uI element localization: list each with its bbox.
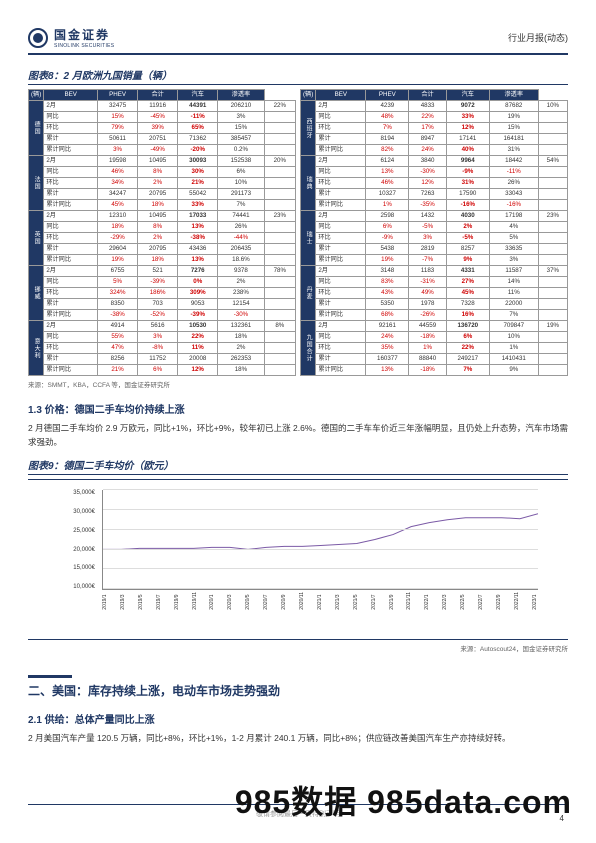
source-fig9: 来源：Autoscout24，国金证券研究所 — [28, 643, 568, 653]
tables-wrapper: (辆)BEVPHEV合计汽车渗透率德国2月3247511916443912062… — [28, 89, 568, 376]
figure9-title: 图表9：德国二手车均价（欧元） — [28, 457, 568, 475]
page-header: 国金证券 SINOLINK SECURITIES 行业月报(动态) — [28, 26, 568, 55]
section-2-1-heading: 2.1 供给：总体产量同比上涨 — [28, 711, 568, 726]
chart-container: 10,000€15,000€20,000€25,000€30,000€35,00… — [28, 479, 568, 640]
chart-plot — [102, 490, 538, 590]
table-left: (辆)BEVPHEV合计汽车渗透率德国2月3247511916443912062… — [28, 89, 296, 376]
section-divider-bar — [28, 675, 72, 678]
table-right: (辆)BEVPHEV合计汽车渗透率西班牙2月423948339072876821… — [300, 89, 568, 376]
logo-icon — [28, 28, 48, 48]
logo-cn: 国金证券 — [54, 26, 114, 43]
logo-en: SINOLINK SECURITIES — [54, 43, 114, 49]
chart-x-axis: 2019/12019/32019/52019/72019/92019/11202… — [102, 592, 538, 610]
section-1-3-heading: 1.3 价格：德国二手车均价持续上涨 — [28, 401, 568, 416]
logo: 国金证券 SINOLINK SECURITIES — [28, 26, 114, 49]
section-2-heading: 二、美国：库存持续上涨，电动车市场走势强劲 — [28, 682, 568, 699]
figure8-title: 图表8：2 月欧洲九国销量（辆） — [28, 67, 568, 85]
header-right: 行业月报(动态) — [508, 31, 568, 44]
section-2-1-body: 2 月美国汽车产量 120.5 万辆，同比+8%，环比+1%，1-2 月累计 2… — [28, 732, 568, 746]
watermark: 985数据 985data.com — [235, 777, 572, 823]
chart-y-axis: 10,000€15,000€20,000€25,000€30,000€35,00… — [58, 490, 98, 590]
section-1-3-body: 2 月德国二手车均价 2.9 万欧元，同比+1%，环比+9%，较年初已上涨 2.… — [28, 422, 568, 449]
source-fig8: 来源：SMMT，KBA，CCFA 等，国金证券研究所 — [28, 379, 568, 389]
